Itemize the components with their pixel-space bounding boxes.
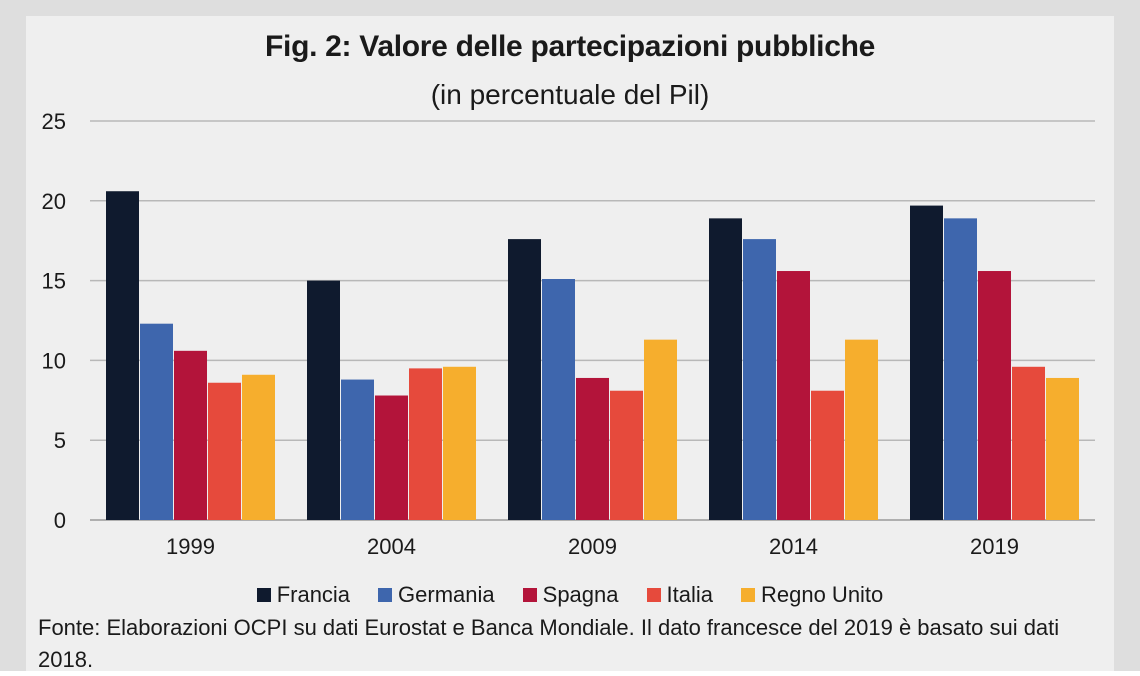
x-tick-label: 2019 xyxy=(970,534,1019,559)
bar-germania-2019 xyxy=(944,218,977,520)
bar-regno-unito-2009 xyxy=(644,339,677,520)
bar-spagna-2014 xyxy=(777,271,810,520)
legend-item: Germania xyxy=(378,582,495,608)
bar-italia-2009 xyxy=(610,390,643,520)
chart-legend: Francia Germania Spagna Italia Regno Unito xyxy=(0,582,1140,608)
legend-item: Spagna xyxy=(522,582,619,608)
legend-label: Italia xyxy=(666,582,713,607)
legend-item: Francia xyxy=(256,582,351,608)
bar-spagna-2009 xyxy=(576,377,609,520)
y-tick-label: 5 xyxy=(54,428,66,453)
legend-item: Regno Unito xyxy=(740,582,884,608)
legend-swatch xyxy=(646,588,661,602)
legend-swatch xyxy=(740,588,755,602)
legend-label: Francia xyxy=(276,582,351,607)
bar-germania-2009 xyxy=(542,279,575,520)
bar-francia-2019 xyxy=(910,205,943,520)
bar-spagna-2019 xyxy=(978,271,1011,520)
legend-label: Regno Unito xyxy=(760,582,884,607)
bar-spagna-1999 xyxy=(174,350,207,520)
x-tick-label: 2009 xyxy=(568,534,617,559)
bar-regno-unito-2004 xyxy=(443,366,476,520)
bar-italia-2019 xyxy=(1012,366,1045,520)
legend-swatch xyxy=(378,588,393,602)
x-tick-label: 1999 xyxy=(166,534,215,559)
y-tick-label: 25 xyxy=(42,109,66,134)
bar-germania-2014 xyxy=(743,239,776,520)
bar-spagna-2004 xyxy=(375,395,408,520)
legend-swatch xyxy=(522,588,537,602)
bar-italia-2014 xyxy=(811,390,844,520)
y-tick-label: 10 xyxy=(42,348,66,373)
bar-regno-unito-2014 xyxy=(845,339,878,520)
x-tick-label: 2004 xyxy=(367,534,416,559)
y-tick-label: 20 xyxy=(42,189,66,214)
bar-francia-2014 xyxy=(709,218,742,520)
bar-francia-1999 xyxy=(106,191,139,520)
bar-italia-1999 xyxy=(208,382,241,520)
bar-francia-2004 xyxy=(307,280,340,520)
legend-label: Germania xyxy=(398,582,495,607)
bar-francia-2009 xyxy=(508,239,541,520)
bar-italia-2004 xyxy=(409,368,442,520)
legend-swatch xyxy=(256,588,271,602)
bar-germania-1999 xyxy=(140,323,173,520)
source-note: Fonte: Elaborazioni OCPI su dati Eurosta… xyxy=(38,615,1060,672)
legend-item: Italia xyxy=(646,582,713,608)
x-tick-label: 2014 xyxy=(769,534,818,559)
bar-regno-unito-1999 xyxy=(242,374,275,520)
chart-subtitle: (in percentuale del Pil) xyxy=(430,79,710,110)
chart-title: Fig. 2: Valore delle partecipazioni pubb… xyxy=(265,30,875,63)
bar-germania-2004 xyxy=(341,379,374,520)
bar-regno-unito-2019 xyxy=(1046,377,1079,520)
y-tick-label: 15 xyxy=(42,269,66,294)
legend-label: Spagna xyxy=(542,582,619,607)
y-tick-label: 0 xyxy=(54,508,66,533)
